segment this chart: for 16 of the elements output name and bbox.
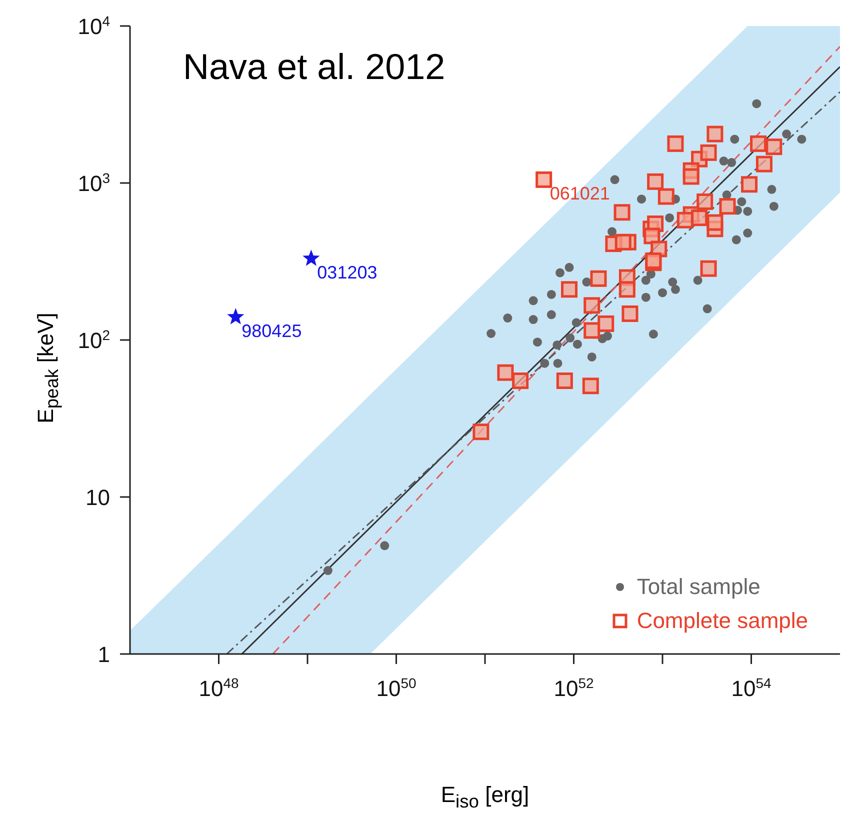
x-tick-label: 10$^{50}$: [376, 675, 416, 701]
x-tick-label: 10$^{52}$: [554, 675, 594, 701]
y-tick-label: 10: [86, 485, 110, 510]
annotation: 061021: [550, 184, 610, 204]
annotation: 031203: [317, 262, 378, 283]
annotation: Nava et al. 2012: [183, 46, 446, 88]
x-axis-title: E$_{iso}$ [erg]: [440, 782, 530, 812]
annotation: 980425: [242, 321, 302, 342]
x-tick-label: 10$^{54}$: [731, 675, 772, 701]
y-tick-label: 10$^{4}$: [78, 13, 110, 39]
y-tick-label: 10$^{3}$: [78, 170, 110, 196]
y-tick-label: 10$^{2}$: [78, 327, 110, 353]
y-tick-label: 1: [98, 642, 110, 667]
legend-label: Total sample: [636, 573, 760, 601]
x-tick-label: 10$^{48}$: [198, 675, 239, 701]
legend-label: Complete sample: [636, 607, 808, 635]
